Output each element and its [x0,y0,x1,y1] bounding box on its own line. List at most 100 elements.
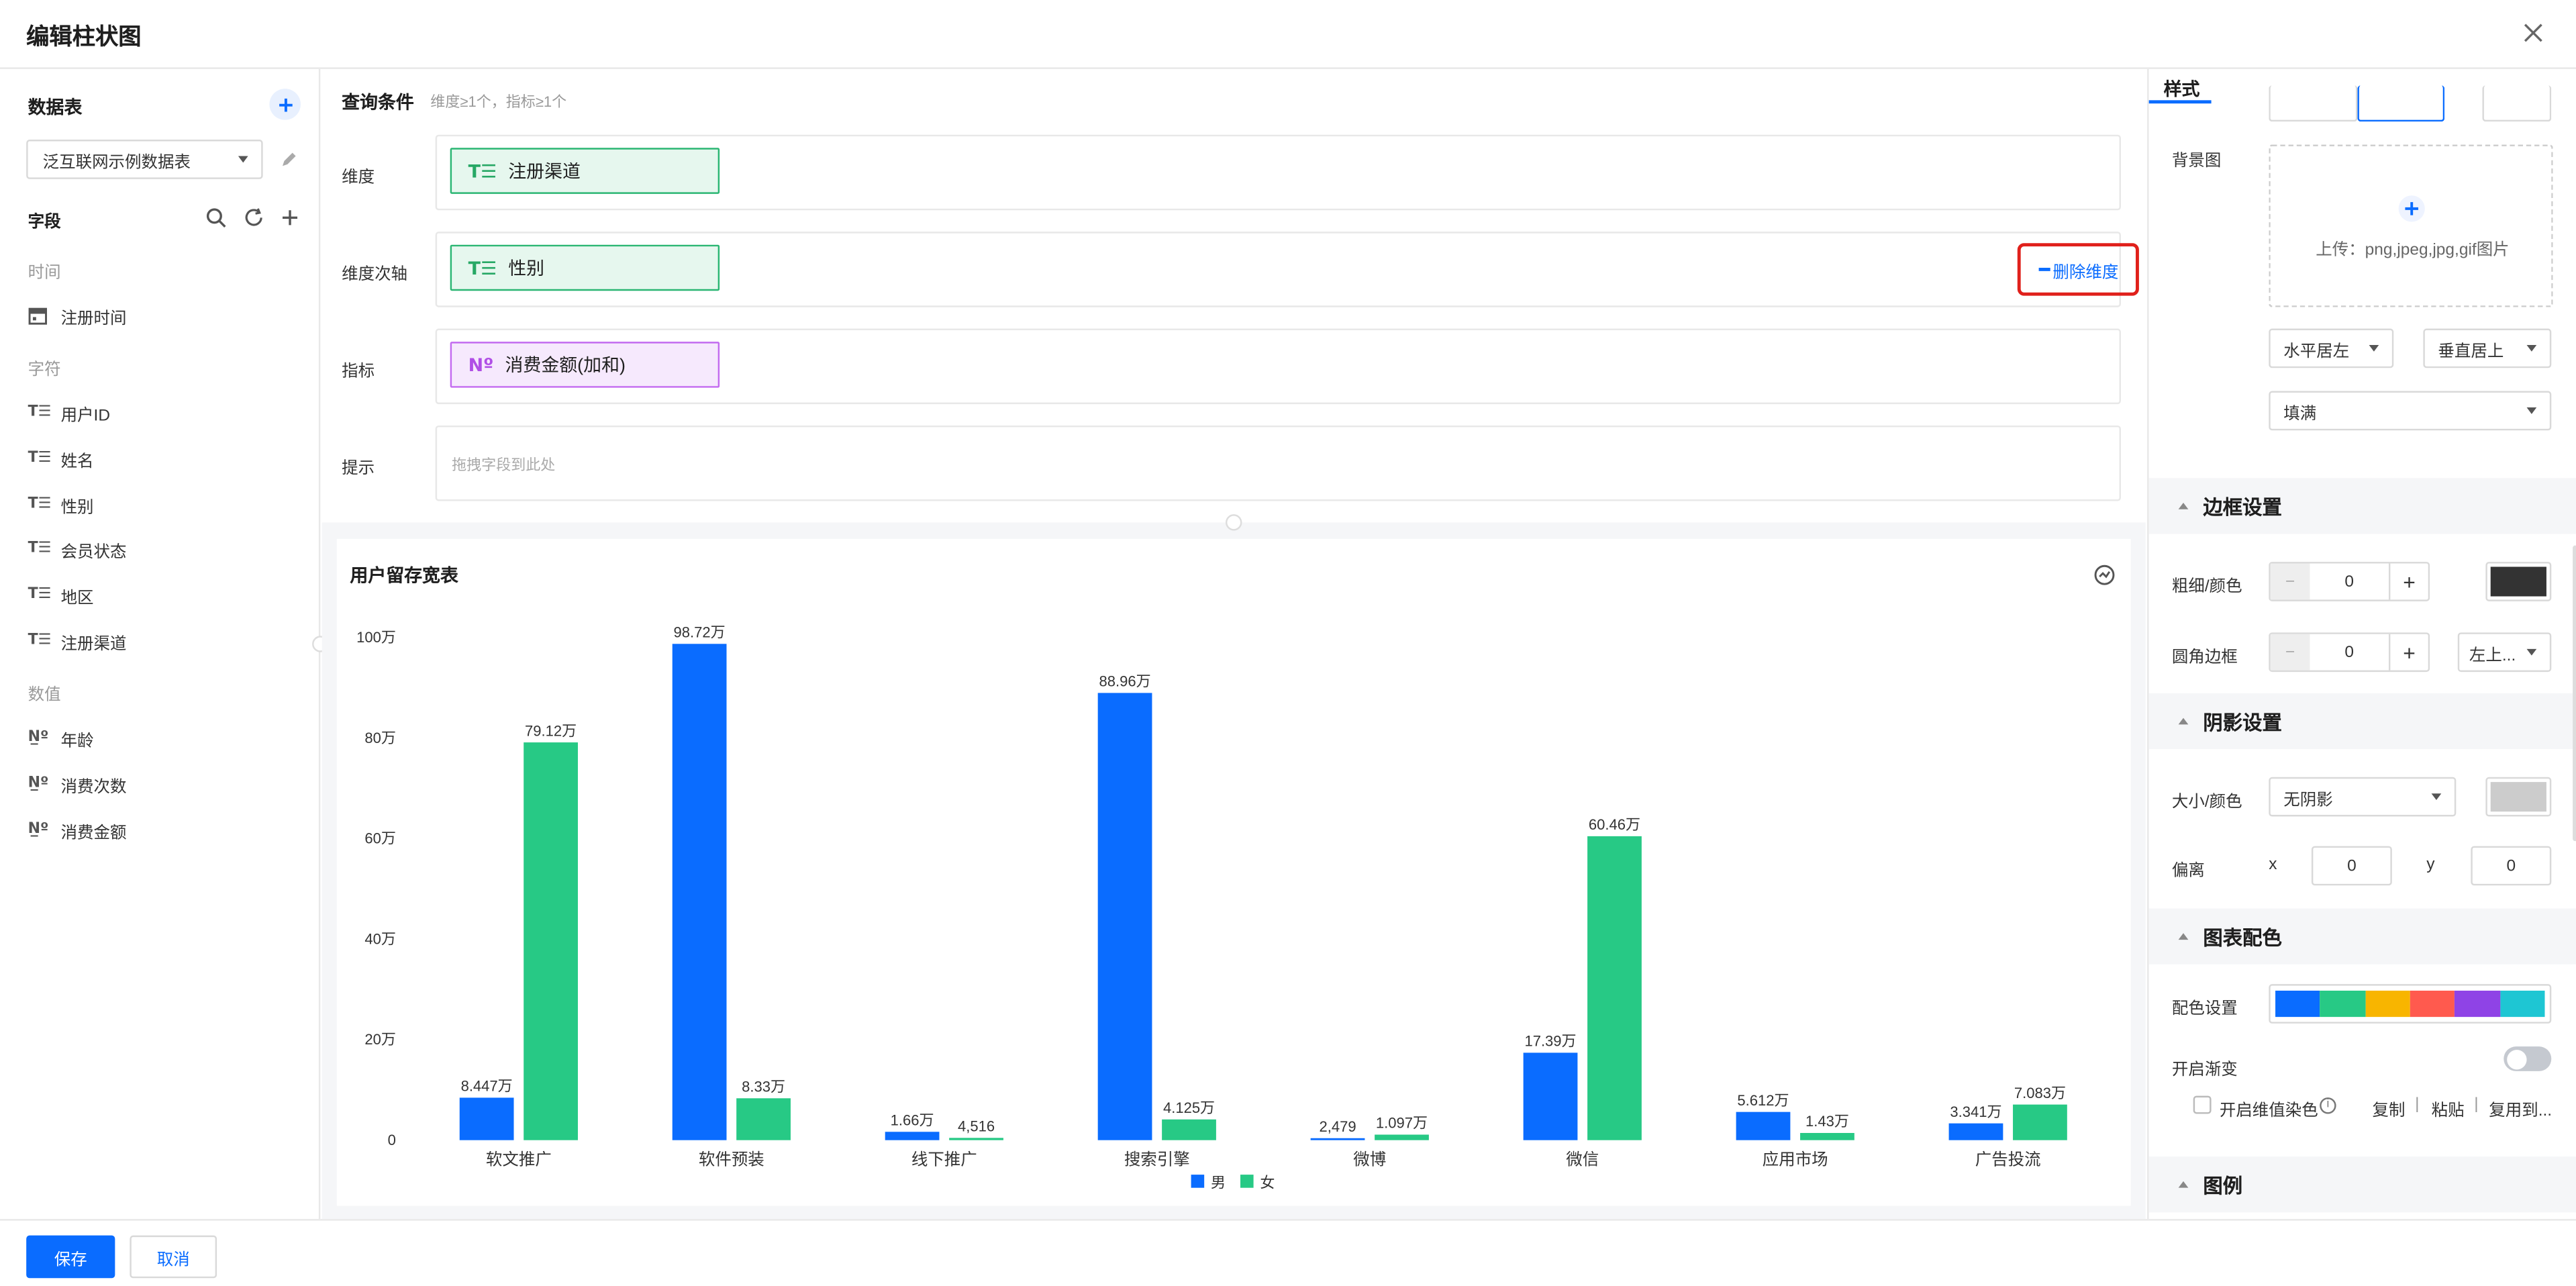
text-field-icon: T☰ [28,496,52,513]
bg-image-upload[interactable]: 上传：png,jpeg,jpg,gif图片 [2269,144,2553,307]
query-and-chart: 查询条件 维度≥1个，指标≥1个 维度 T☰ 注册渠道 维度次轴 T☰ 性别 删除维… [321,69,2146,1220]
paste-link[interactable]: 粘贴 [2431,1102,2465,1121]
scrollbar[interactable] [2573,545,2576,842]
shadow-select[interactable]: 无阴影 [2269,777,2457,817]
radius-stepper[interactable]: − 0 + [2269,632,2430,673]
dim-color-checkbox[interactable] [2193,1095,2212,1114]
chart-settings-icon[interactable] [2093,564,2116,587]
datatable-title: 数据表 [28,98,83,119]
secondary-dimension-dropzone[interactable]: T☰ 性别 删除维度 [435,232,2139,307]
radius-corner-select[interactable]: 左上... [2457,632,2552,673]
border-color-picker[interactable] [2485,562,2552,601]
field-item[interactable]: N̲º 消费次数 [28,769,127,799]
data-label: 60.46万 [1589,816,1640,833]
collapse-icon [2178,502,2189,509]
delete-dimension-label: 删除维度 [2052,263,2119,282]
partial-input[interactable] [2482,85,2552,122]
data-label: 3.341万 [1950,1103,2001,1120]
add-datatable-button[interactable] [269,89,301,120]
field-item[interactable]: N̲º 年龄 [28,723,94,752]
dimension-chip[interactable]: T☰ 注册渠道 [450,148,720,194]
fill-select[interactable]: 填满 [2269,391,2552,431]
minus-button[interactable]: − [2270,634,2310,671]
collapse-icon [2178,718,2189,725]
metric-dropzone[interactable]: Nº 消费金额(加和) [435,328,2121,405]
y-tick-label: 0 [388,1132,396,1148]
palette-picker[interactable] [2269,984,2552,1024]
h-align-select[interactable]: 水平居左 [2269,328,2394,368]
legend-section-title: 图例 [2203,1173,2243,1197]
palette-section-header[interactable]: 图表配色 [2148,908,2576,964]
save-button[interactable]: 保存 [26,1235,115,1279]
field-item[interactable]: T☰ 性别 [28,489,94,519]
plus-button[interactable]: + [2388,634,2428,671]
legend-label: 女 [1260,1175,1275,1191]
gradient-toggle[interactable] [2504,1046,2552,1071]
tip-dropzone[interactable]: 拖拽字段到此处 [435,425,2121,501]
bar [736,1098,791,1140]
v-align-select[interactable]: 垂直居上 [2423,328,2552,368]
text-field-icon: T☰ [468,257,497,279]
resize-handle[interactable] [1225,514,1242,531]
data-label: 4.125万 [1163,1099,1215,1116]
dimension-label: 维度 [342,169,375,188]
reuse-link[interactable]: 复用到... [2489,1102,2553,1121]
info-icon[interactable]: i [2320,1097,2336,1114]
close-icon[interactable] [2518,18,2548,48]
field-item[interactable]: T☰ 用户ID [28,397,110,427]
color-swatch [2490,566,2546,597]
cancel-button[interactable]: 取消 [130,1235,217,1279]
radius-value[interactable]: 0 [2344,643,2355,662]
add-field-icon[interactable] [279,207,301,228]
dialog-title: 编辑柱状图 [26,23,142,50]
gradient-label: 开启渐变 [2171,1061,2238,1080]
bar [1587,836,1642,1140]
offset-x-input[interactable]: 0 [2311,846,2392,886]
bar [949,1138,1003,1140]
legend-section-header[interactable]: 图例 [2148,1156,2576,1213]
x-tick-label: 应用市场 [1763,1150,1828,1169]
data-label: 1.097万 [1376,1115,1428,1132]
edit-icon[interactable] [279,148,299,167]
metric-chip[interactable]: Nº 消费金额(加和) [450,342,720,388]
y-tick-label: 60万 [364,830,396,847]
secondary-dimension-chip[interactable]: T☰ 性别 [450,244,720,291]
shadow-color-picker[interactable] [2485,777,2552,817]
offset-x-label: x [2269,856,2277,875]
minus-button[interactable]: − [2270,563,2310,600]
data-label: 17.39万 [1524,1033,1576,1050]
chart-card: 用户留存宽表 0 20万 40万 60万 80万 100万 8.447万 79.12万 软文推广… [336,538,2131,1206]
bar [1310,1138,1365,1140]
field-item[interactable]: T☰ 姓名 [28,444,94,473]
refresh-icon[interactable] [243,207,264,228]
field-item[interactable]: T☰ 地区 [28,580,94,609]
search-icon[interactable] [205,207,227,228]
datatable-select[interactable]: 泛互联网示例数据表 [26,140,263,179]
tab-style[interactable]: 样式 [2163,80,2200,101]
plus-button[interactable]: + [2388,563,2428,600]
field-item[interactable]: 注册时间 [28,301,127,330]
legend-swatch [1240,1175,1254,1188]
copy-link[interactable]: 复制 [2372,1102,2406,1121]
x-tick-label: 线下推广 [911,1150,977,1169]
field-name: 地区 [60,589,94,607]
plus-icon [2398,195,2425,222]
partial-option-selected[interactable] [2357,85,2445,122]
border-section-header[interactable]: 边框设置 [2148,478,2576,534]
delete-dimension-button[interactable]: 删除维度 [2017,243,2139,296]
field-item[interactable]: T☰ 会员状态 [28,534,127,564]
offset-y-input[interactable]: 0 [2471,846,2552,886]
data-panel: 数据表 泛互联网示例数据表 字段 时间 注册时间 字符 T☰ 用户ID T☰ 姓名 [0,68,329,1220]
border-width-stepper[interactable]: − 0 + [2269,562,2430,601]
palette-swatch [2320,990,2365,1018]
shadow-section-header[interactable]: 阴影设置 [2148,693,2576,750]
number-field-icon: N̲º [28,775,49,792]
bar [1523,1052,1578,1140]
dimension-dropzone[interactable]: T☰ 注册渠道 [435,134,2121,211]
field-item[interactable]: T☰ 注册渠道 [28,626,127,656]
field-name: 注册时间 [60,309,127,328]
field-item[interactable]: N̲º 消费金额 [28,815,127,844]
partial-option[interactable] [2269,85,2358,122]
border-width-value[interactable]: 0 [2344,573,2355,591]
tip-placeholder: 拖拽字段到此处 [452,456,556,473]
